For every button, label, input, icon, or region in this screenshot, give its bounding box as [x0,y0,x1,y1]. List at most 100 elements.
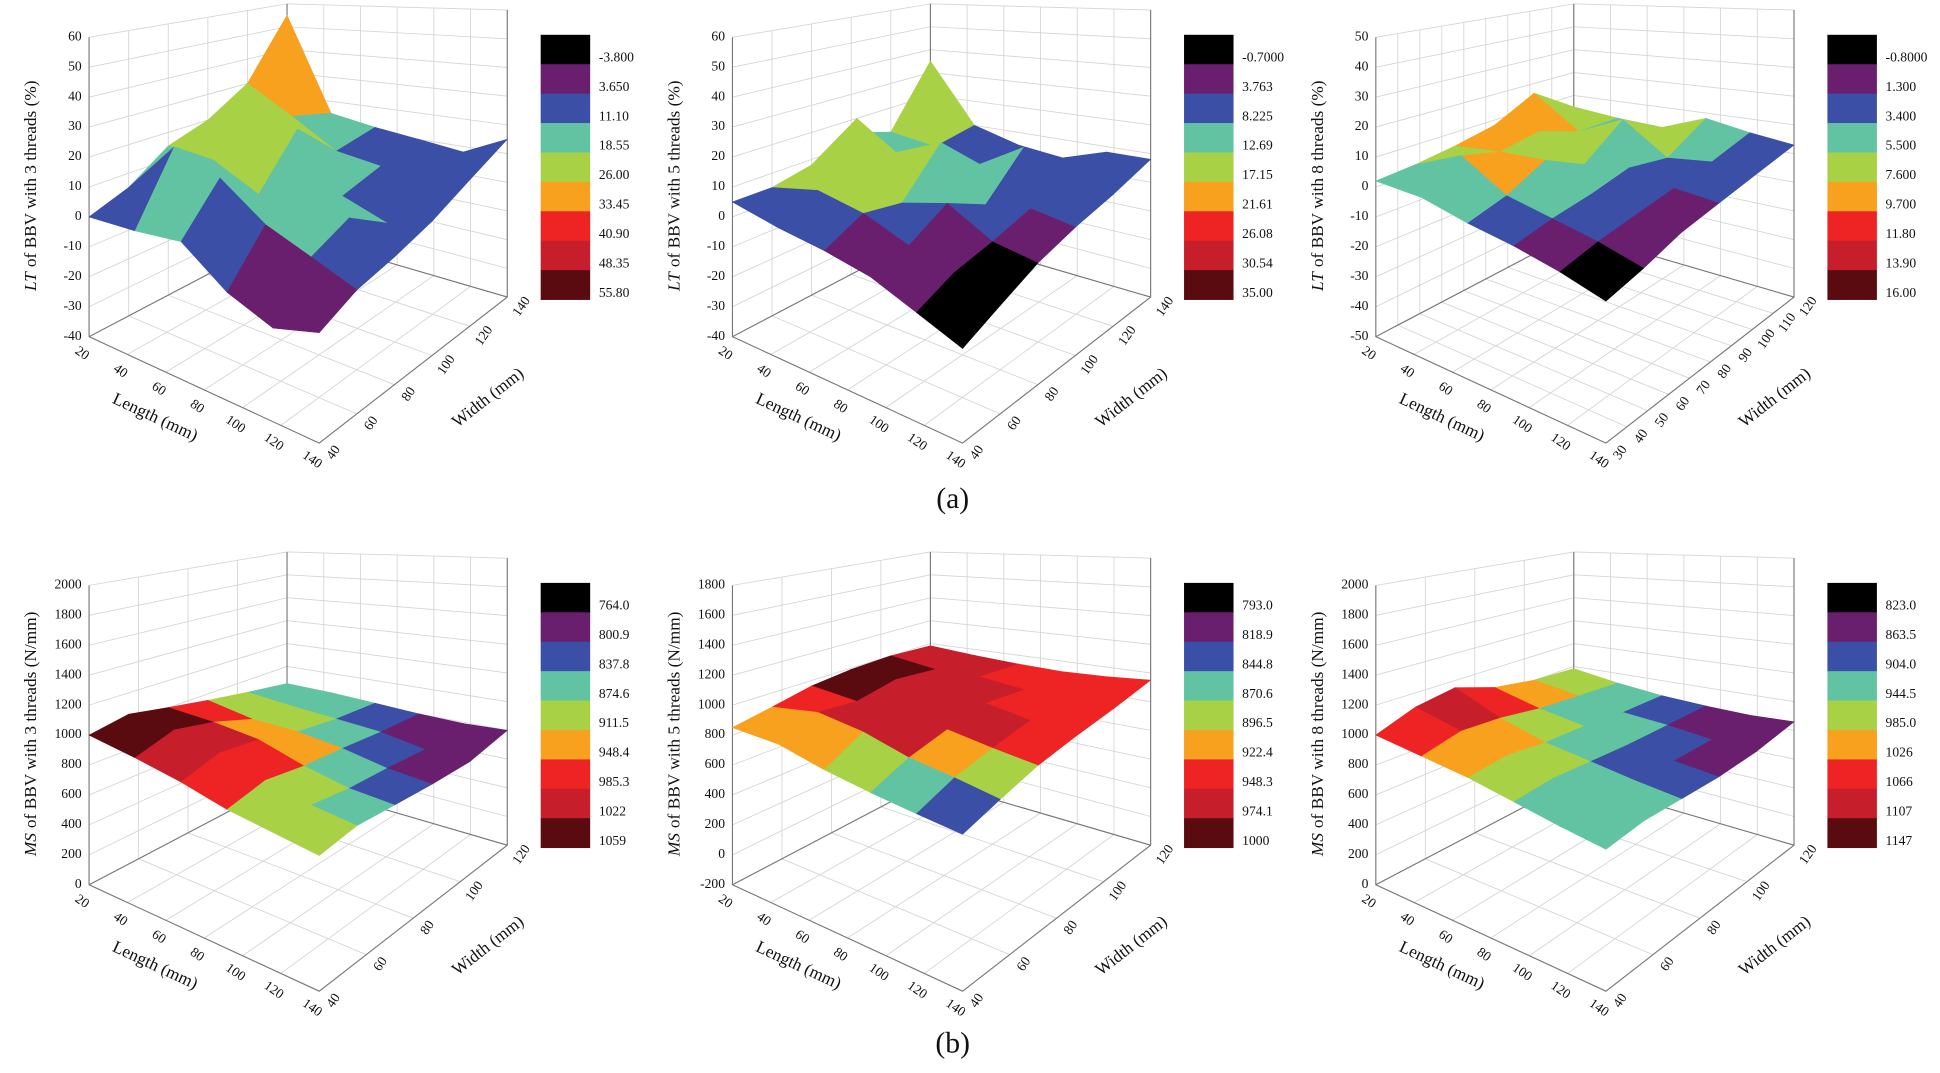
grid-line [811,294,1038,386]
grid-line [187,832,414,919]
z-tick-label: 1600 [54,636,81,651]
x-tick-label: 20 [1359,343,1379,363]
colorbar-label: 911.5 [599,715,629,730]
z-tick-label: -40 [707,328,725,343]
y-tick-label: 100 [1754,326,1778,351]
colorbar-label: 40.90 [599,226,630,241]
colorbar-label: 985.0 [1886,715,1917,730]
y-tick-label: 70 [1693,377,1713,397]
colorbar-band [1827,270,1877,300]
y-tick-label: 60 [1672,393,1692,413]
colorbar-label: 30.54 [1242,255,1273,270]
z-tick-label: -50 [1350,328,1368,343]
x-axis-label: Length (mm) [1396,389,1487,445]
x-tick-label: 100 [223,960,248,984]
x-tick-label: 40 [754,909,774,929]
grid-line [128,315,357,415]
x-tick-label: 120 [262,978,287,1002]
grid-line [732,49,931,98]
z-tick-label: -10 [64,238,82,253]
y-axis-label: Width (mm) [448,912,527,980]
surface-cell [1559,798,1645,850]
grid-line [880,806,1104,883]
z-axis-symbol: LT [665,271,684,292]
z-tick-label: 800 [1348,756,1369,771]
surface-chart: -50-40-30-20-100102030405020406080100120… [1308,3,1928,471]
colorbar-band [1827,788,1877,819]
box-edge [731,10,1152,444]
caption: (b) [935,1027,970,1059]
grid-line [88,26,288,68]
colorbar-band [1827,671,1877,701]
colorbar-label: 1147 [1886,833,1913,848]
x-tick-label: 40 [1398,909,1418,929]
colorbar-label: 823.0 [1886,598,1917,613]
box-edge [88,558,508,992]
colorbar-band [540,181,591,212]
y-tick-label: 90 [1735,345,1755,365]
colorbar-band [1184,181,1234,212]
z-tick-label: 1000 [54,726,81,741]
colorbar-label: 818.9 [1242,627,1273,642]
y-tick-label: 80 [1060,917,1080,937]
z-axis-text: of BBV with 5 threads (N/mm) [665,612,684,829]
colorbar-label: 5.500 [1886,138,1917,153]
y-tick-label: 100 [1749,878,1773,903]
y-tick-label: 140 [509,293,533,318]
z-tick-label: 0 [1362,178,1369,193]
surface-cell [1559,241,1645,302]
z-tick-label: 0 [718,208,725,223]
box-edge [88,10,508,444]
z-tick-label: 1200 [698,666,725,681]
colorbar-label: 764.0 [599,598,630,613]
grid-line [1375,26,1574,68]
colorbar-label: 12.69 [1242,138,1273,153]
colorbar-label: 3.400 [1886,108,1917,123]
y-tick-label: 120 [1796,293,1820,318]
x-tick-label: 140 [300,447,325,471]
colorbar-label: 874.6 [599,686,630,701]
colorbar-band [1184,582,1234,613]
grid-line [88,49,288,98]
surface-chart: -40 -30 -20 -10 0 10 20 30 40 50 60 20 40 60 80 100 120 1… [665,3,1284,471]
y-tick-label: 80 [1041,384,1061,404]
z-axis-symbol: MS [665,833,684,857]
z-tick-label: 30 [68,118,82,133]
surface-cell [272,256,358,333]
colorbar-label: 11.10 [599,108,629,123]
y-tick-label: 80 [417,917,437,937]
colorbar-band [540,34,591,65]
z-tick-label: 60 [711,28,725,43]
colorbar-band [1184,818,1234,849]
z-tick-label: 20 [711,148,725,163]
grid-line [1397,324,1628,428]
colorbar-band [1184,641,1234,672]
colorbar-band [1184,759,1234,790]
x-tick-label: 120 [262,430,287,454]
y-tick-label: 120 [471,323,495,348]
box-edge [731,558,1152,992]
colorbar-band [1827,64,1877,95]
z-tick-label: 400 [705,786,726,801]
grid-line [1375,49,1574,98]
grid-line [732,3,931,38]
grid-line [1507,266,1732,347]
z-tick-label: 600 [61,786,82,801]
z-axis-text: of BBV with 8 threads (N/mm) [1308,612,1327,829]
surface-chart: 0 200 400 600 800 1000 1200 1400 1600 1800 2000 20 4… [21,551,630,1019]
z-tick-label: 50 [711,58,725,73]
z-tick-label: 30 [711,118,725,133]
colorbar-band [1184,64,1234,95]
z-tick-label: 20 [1355,118,1369,133]
colorbar-band [1184,240,1234,271]
z-tick-label: 1800 [1341,606,1368,621]
z-tick-label: 600 [1348,786,1369,801]
colorbar-band [1827,641,1877,672]
y-tick-label: 120 [1796,841,1820,866]
colorbar-band [1827,152,1877,183]
x-tick-label: 120 [905,978,930,1002]
z-tick-label: 800 [705,726,726,741]
surface-cell [916,271,1001,349]
colorbar-label: 13.90 [1886,255,1917,270]
